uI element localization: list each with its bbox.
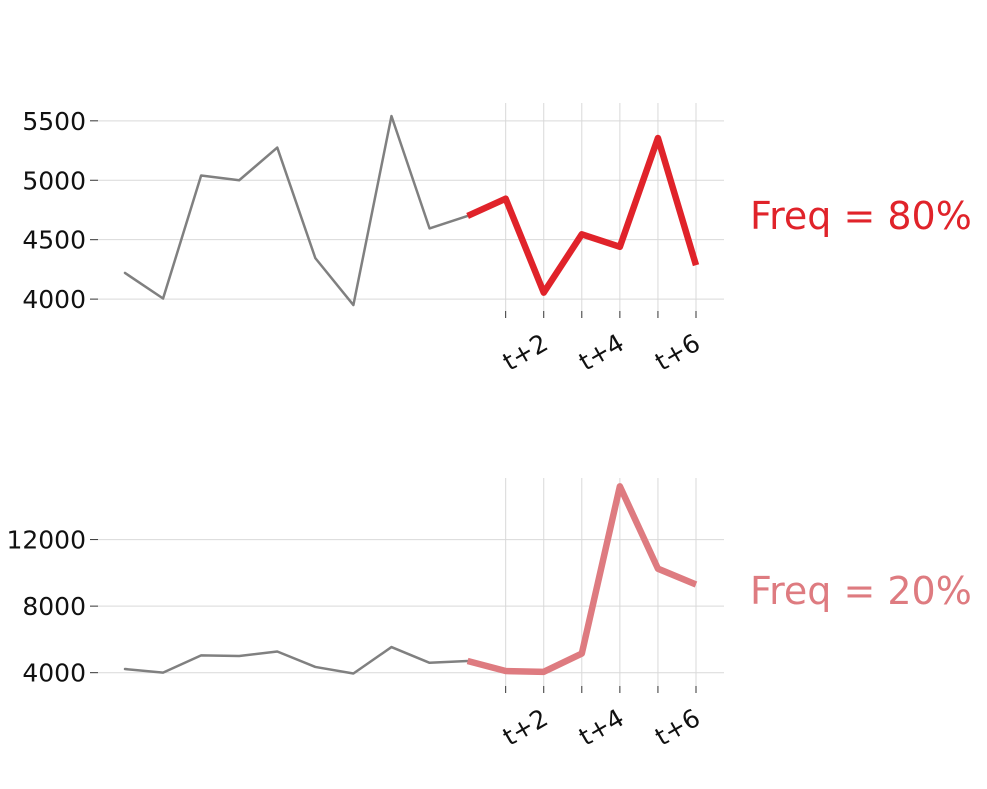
chart-panel-2: 4000 8000 12000 t+2 t+4 t+6 Freq = 20% <box>6 478 972 752</box>
y-tick-label: 12000 <box>6 526 86 555</box>
x-tick-label: t+4 <box>574 328 629 376</box>
x-tick-label: t+6 <box>650 703 705 751</box>
y-tick-label: 5000 <box>22 166 86 195</box>
x-tick-label: t+6 <box>650 328 705 376</box>
forecast-line <box>466 134 700 296</box>
history-line <box>123 114 469 307</box>
y-tick-label: 4000 <box>22 659 86 688</box>
x-tick-label: t+2 <box>498 328 553 376</box>
y-tick-label: 4500 <box>22 226 86 255</box>
x-tick-label: t+4 <box>574 703 629 751</box>
y-tick-label: 4000 <box>22 285 86 314</box>
frequency-annotation: Freq = 80% <box>750 194 972 238</box>
y-tick-label: 5500 <box>22 107 86 136</box>
forecast-line <box>466 483 698 676</box>
y-tick-label: 8000 <box>22 592 86 621</box>
history-line <box>123 645 469 675</box>
frequency-annotation: Freq = 20% <box>750 569 972 613</box>
chart-panel-1: 4000 4500 5000 5500 t+2 t+4 t+6 Freq = 80% <box>22 103 972 377</box>
x-tick-label: t+2 <box>498 703 553 751</box>
